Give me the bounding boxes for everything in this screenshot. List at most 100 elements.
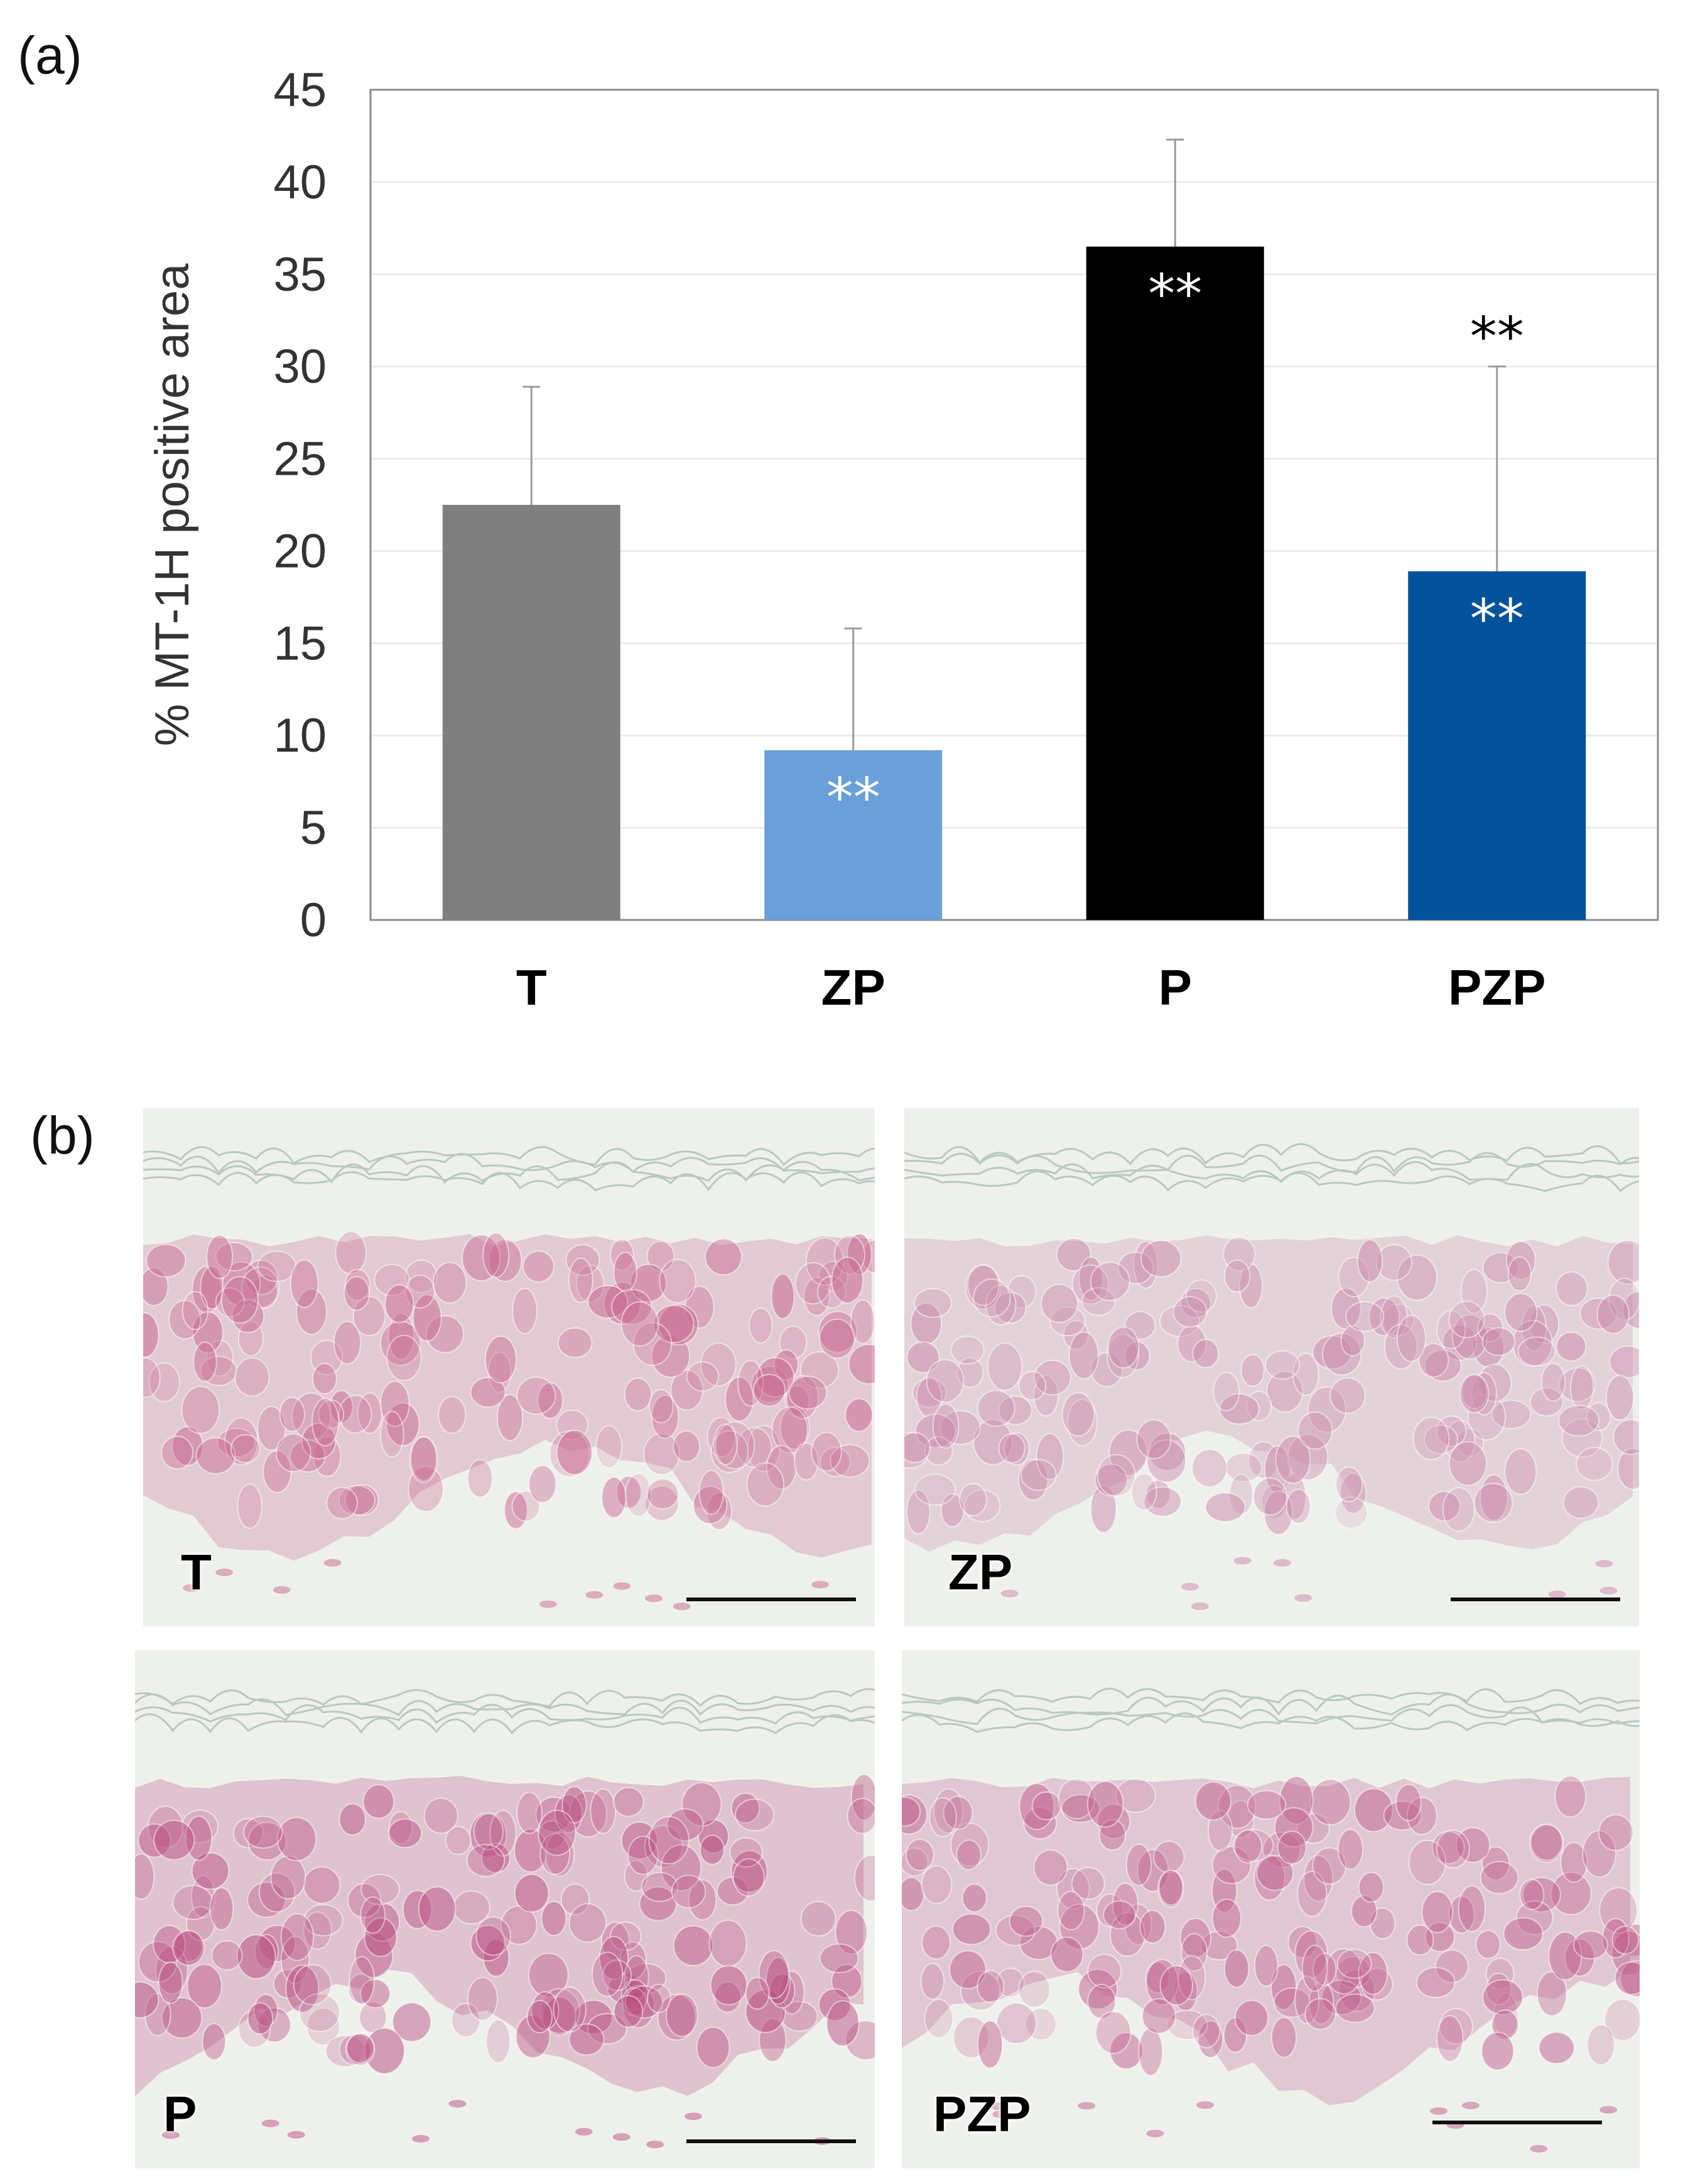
cell — [1067, 1398, 1098, 1447]
cell — [641, 1871, 679, 1902]
cell — [161, 1997, 203, 2039]
cell — [181, 1385, 220, 1434]
nucleus — [1146, 2129, 1164, 2138]
cell — [1354, 1788, 1393, 1832]
cell — [230, 1434, 261, 1464]
nucleus — [575, 2127, 593, 2136]
cell — [234, 1357, 270, 1397]
cell — [1233, 1829, 1263, 1864]
cell — [1356, 1239, 1383, 1283]
cell — [1458, 1885, 1486, 1933]
cell — [800, 1351, 840, 1389]
cell — [1412, 1417, 1450, 1461]
cell — [1301, 1945, 1328, 1992]
cell — [418, 1886, 457, 1932]
cell — [392, 2002, 432, 2042]
cell — [905, 1839, 934, 1871]
cell — [466, 1844, 506, 1877]
cell — [1285, 1488, 1311, 1524]
cell — [409, 1435, 438, 1484]
cell — [1480, 1474, 1508, 1522]
nucleus — [1191, 1603, 1209, 1611]
cell — [612, 1787, 644, 1817]
cell — [568, 2023, 605, 2056]
cell — [1049, 1306, 1086, 1337]
y-tick-label: 5 — [300, 801, 327, 855]
cell — [1213, 1371, 1240, 1412]
cell — [1108, 1429, 1148, 1476]
cell — [438, 1396, 467, 1434]
cell — [932, 1403, 960, 1449]
cell — [220, 1276, 259, 1324]
cell — [1033, 1849, 1068, 1886]
cell — [1358, 1871, 1385, 1903]
cell — [732, 1858, 765, 1897]
cell — [1481, 2031, 1515, 2071]
cell — [380, 1380, 410, 1427]
cell — [1322, 1333, 1362, 1376]
cell — [514, 1874, 549, 1913]
cell — [648, 1389, 674, 1424]
bar-zp — [764, 750, 943, 920]
cell — [298, 1992, 340, 2033]
cell — [423, 1797, 458, 1834]
cell — [926, 1359, 965, 1403]
cell — [1530, 1824, 1563, 1861]
cell — [1095, 2011, 1132, 2055]
micrograph-label-pzp: PZP — [933, 2086, 1031, 2142]
cell — [148, 1362, 180, 1403]
cell — [1009, 1905, 1044, 1937]
cell — [1560, 1842, 1588, 1883]
cell — [1177, 1324, 1207, 1363]
cell — [1031, 1791, 1062, 1820]
cell — [1340, 1325, 1365, 1357]
cell — [1475, 1930, 1501, 1959]
cell — [1321, 1979, 1362, 2016]
cell — [1336, 1949, 1372, 1979]
x-tick-label: P — [1159, 960, 1192, 1015]
cell — [380, 1320, 421, 1366]
micrograph-p: P — [135, 1650, 875, 2168]
cell — [222, 1261, 261, 1307]
panel-a-label: (a) — [18, 26, 82, 85]
cell — [847, 1797, 875, 1834]
cell — [960, 1970, 1001, 2011]
cell — [187, 1964, 222, 2009]
cell — [1146, 1439, 1187, 1483]
cell — [280, 1913, 315, 1961]
cell — [1086, 1780, 1124, 1828]
cell — [1287, 1434, 1329, 1481]
bar-chart: 0 5 10 15 20 25 30 35 40 45 % MT-1H positive area T… — [146, 63, 1659, 1015]
cell — [1192, 2013, 1221, 2048]
y-tick-label: 25 — [273, 433, 327, 486]
nucleus — [161, 2131, 180, 2139]
cell — [1172, 1295, 1208, 1328]
cell — [1482, 1979, 1523, 2015]
nucleus — [644, 1594, 663, 1603]
cell — [445, 1825, 472, 1856]
cell — [758, 1950, 790, 1999]
cell — [646, 1478, 679, 1510]
cell — [1338, 1969, 1376, 2012]
cell — [1303, 1854, 1334, 1902]
cell — [1448, 1895, 1475, 1934]
cell — [1491, 1399, 1532, 1429]
cell — [959, 1483, 987, 1516]
cell — [467, 1977, 498, 2021]
cell — [482, 1232, 510, 1279]
cell — [924, 1999, 953, 2039]
nucleus — [261, 2119, 279, 2127]
cell — [921, 1925, 951, 1960]
cell — [1238, 1263, 1263, 1309]
cell — [1125, 1843, 1152, 1886]
cell — [1223, 1259, 1251, 1293]
cell — [1396, 1314, 1427, 1363]
cell — [1019, 1925, 1059, 1960]
cell — [921, 1865, 953, 1905]
cell — [158, 1961, 183, 2004]
cell — [854, 1854, 875, 1902]
cell — [539, 1832, 571, 1875]
cell — [850, 1299, 875, 1344]
cell — [673, 1925, 714, 1967]
cell — [511, 1490, 541, 1522]
